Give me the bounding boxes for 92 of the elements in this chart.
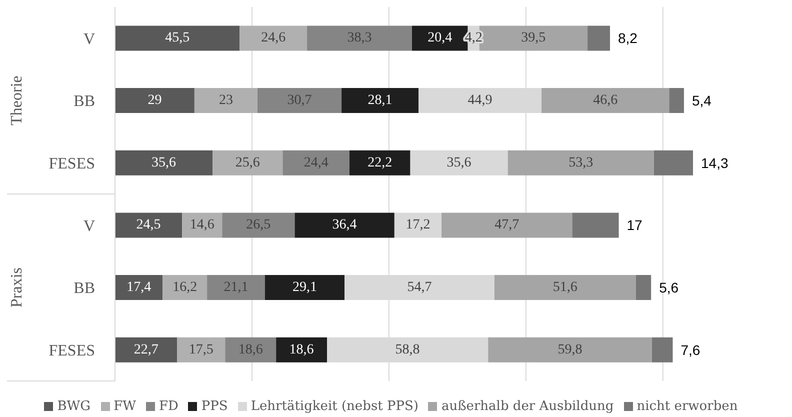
- bar: [182, 212, 222, 238]
- bar: [162, 275, 208, 300]
- data-label: 16,2: [172, 280, 198, 296]
- data-label: 17: [626, 217, 643, 234]
- data-label: 5,6: [659, 280, 679, 296]
- bar: [264, 275, 345, 300]
- data-label: 17,4: [126, 280, 152, 296]
- bar: [115, 26, 240, 51]
- data-label: 14,3: [701, 154, 728, 171]
- data-label: 22,2: [368, 155, 392, 170]
- y-tick-label: V: [83, 30, 96, 48]
- bar: [652, 337, 673, 362]
- bar: [257, 88, 342, 114]
- text: Praxis: [8, 268, 26, 308]
- data-label: 29,1: [292, 280, 317, 296]
- text: Theorie: [8, 76, 26, 126]
- bar: [410, 150, 508, 176]
- data-label: 18,6: [289, 342, 314, 358]
- bar: [207, 275, 265, 300]
- legend-label: BWG: [57, 399, 91, 414]
- legend-label: außerhalb der Ausbildung: [441, 399, 614, 414]
- bar: [276, 337, 328, 362]
- bar: [636, 275, 652, 300]
- data-label: 17,2: [406, 218, 430, 233]
- data-label: 30,7: [287, 93, 312, 108]
- data-label: 59,8: [558, 342, 582, 358]
- data-label: 17,5: [188, 342, 214, 358]
- bar: [194, 88, 258, 114]
- y-tick-label: V: [83, 218, 96, 235]
- data-label: 24,5: [136, 218, 161, 233]
- data-label: 28,1: [368, 93, 392, 108]
- data-label: 29: [148, 93, 162, 108]
- bar: [572, 212, 619, 238]
- data-label: 8,2: [618, 30, 638, 46]
- legend-label: Lehrtätigkeit (nebst PPS): [250, 399, 418, 414]
- data-label: 20,4: [428, 30, 452, 46]
- data-label: 24,6: [261, 30, 286, 46]
- data-label: 23: [218, 93, 233, 108]
- data-label: 39,5: [521, 30, 546, 46]
- bar: [212, 150, 283, 176]
- bar: [115, 212, 182, 238]
- bar: [240, 26, 308, 51]
- bar: [349, 150, 410, 176]
- data-label: 26,5: [246, 218, 271, 233]
- data-label: 58,8: [395, 342, 420, 358]
- bar: [177, 337, 226, 362]
- bar: [442, 212, 572, 238]
- data-label: 21,1: [224, 280, 248, 296]
- data-label: 54,7: [407, 280, 432, 296]
- data-label: 35,6: [152, 155, 176, 170]
- bar: [282, 150, 350, 176]
- bar: [588, 26, 610, 51]
- data-label: 53,3: [568, 155, 594, 170]
- data-label: 18,6: [238, 342, 263, 358]
- data-label: 22,7: [134, 342, 158, 358]
- bar: [115, 150, 213, 176]
- bar: [508, 150, 654, 176]
- data-label: 38,3: [347, 30, 372, 46]
- bar: [115, 275, 163, 300]
- data-label: 25,6: [235, 155, 260, 170]
- bar: [225, 337, 276, 362]
- data-label: 44,9: [468, 93, 492, 108]
- data-label: 51,6: [552, 280, 578, 296]
- bar: [494, 275, 636, 300]
- data-label: 36,4: [332, 218, 357, 233]
- bar: [222, 212, 295, 238]
- legend-label: FD: [158, 399, 178, 414]
- bar: [669, 88, 684, 114]
- y-tick-label: BB: [74, 93, 95, 110]
- bar: [115, 88, 194, 114]
- data-label: 7,6: [680, 342, 700, 358]
- legend-label: PPS: [201, 399, 228, 414]
- data-label: 47,7: [494, 218, 520, 233]
- data-label: 46,6: [593, 93, 618, 108]
- data-label: 45,5: [165, 30, 190, 46]
- y-tick-label: BB: [74, 280, 95, 298]
- bar: [307, 26, 412, 51]
- data-label: 5,4: [692, 92, 712, 109]
- bar: [542, 88, 670, 114]
- legend-label: nicht erworben: [636, 399, 738, 414]
- y-tick-label: FESES: [48, 342, 95, 360]
- bar: [654, 150, 693, 176]
- data-label: 35,6: [446, 155, 472, 170]
- bar: [115, 337, 178, 362]
- bar: [394, 212, 442, 238]
- data-label: 24,4: [304, 155, 328, 170]
- y-tick-label: FESES: [48, 156, 95, 173]
- data-label: 14,6: [190, 218, 214, 233]
- bar: [488, 337, 652, 362]
- bar: [294, 212, 394, 238]
- legend-label: FW: [114, 399, 136, 414]
- bar: [342, 88, 419, 114]
